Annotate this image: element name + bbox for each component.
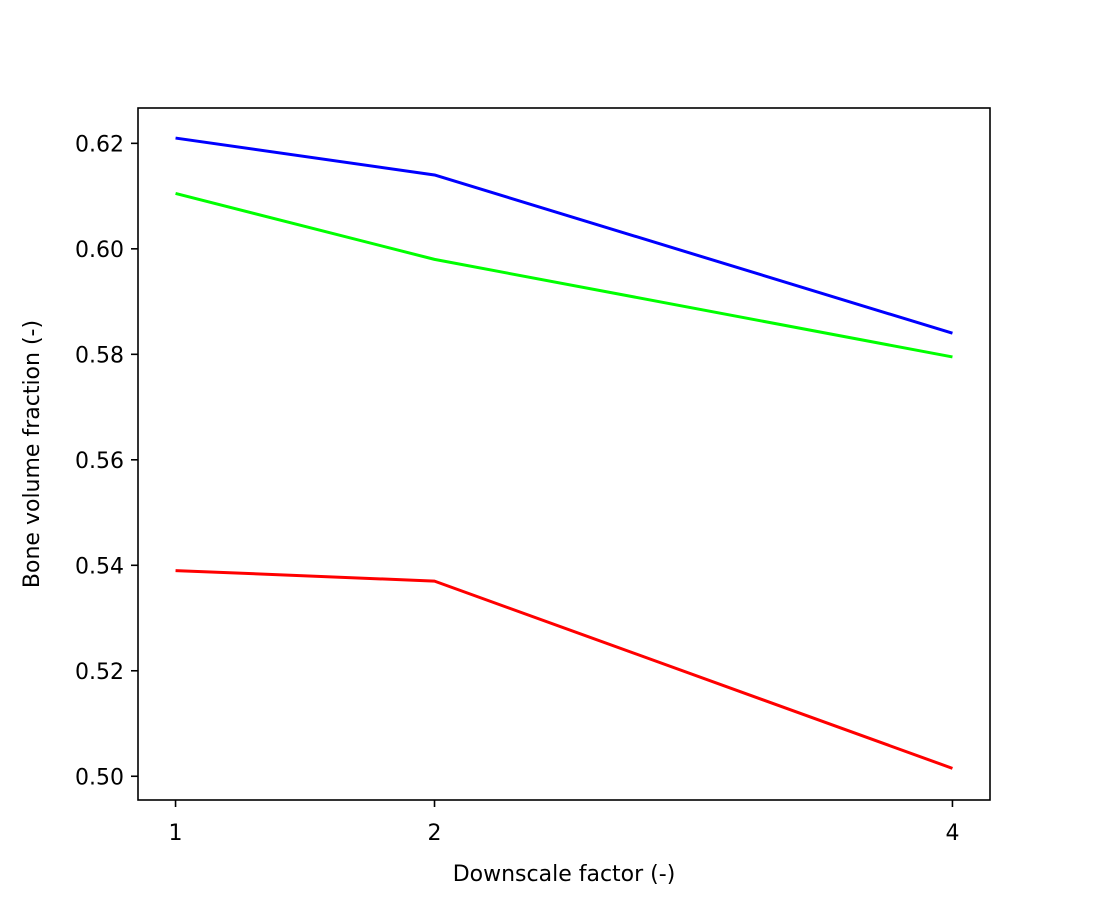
y-axis-label: Bone volume fraction (-) <box>20 320 45 588</box>
y-tick-label: 0.50 <box>75 765 124 790</box>
series-layer <box>175 136 953 770</box>
x-tick-label: 2 <box>428 821 442 846</box>
series-line-1 <box>175 136 953 335</box>
x-axis-ticks: 1 2 4 <box>169 800 959 846</box>
y-tick-label: 0.60 <box>75 238 124 263</box>
series-line-2 <box>175 191 953 359</box>
y-tick-label: 0.56 <box>75 449 124 474</box>
y-tick-label: 0.54 <box>75 554 124 579</box>
plot-area <box>138 108 990 800</box>
y-tick-label: 0.58 <box>75 343 124 368</box>
x-axis-label: Downscale factor (-) <box>453 862 676 887</box>
y-tick-label: 0.52 <box>75 660 124 685</box>
y-tick-label: 0.62 <box>75 132 124 157</box>
plot-frame <box>137 107 991 801</box>
x-tick-label: 4 <box>945 821 959 846</box>
y-axis-ticks: 0.50 0.52 0.54 0.56 0.58 0.60 0.62 <box>75 132 138 790</box>
x-tick-label: 1 <box>169 821 183 846</box>
series-line-3 <box>175 569 953 770</box>
